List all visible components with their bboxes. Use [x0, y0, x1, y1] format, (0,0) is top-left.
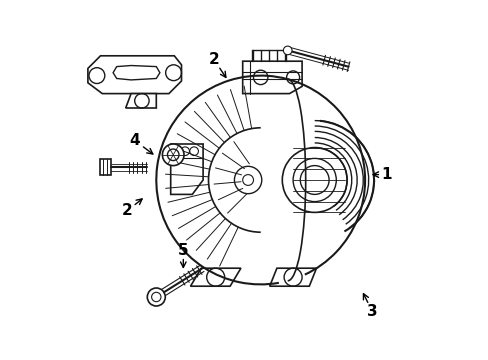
Text: 1: 1	[381, 167, 391, 182]
Polygon shape	[100, 159, 110, 175]
Text: 4: 4	[129, 133, 140, 148]
Text: 5: 5	[178, 243, 188, 258]
Polygon shape	[125, 94, 156, 108]
Circle shape	[149, 68, 371, 292]
Circle shape	[283, 46, 291, 55]
Polygon shape	[113, 66, 160, 80]
Text: 2: 2	[208, 52, 219, 67]
Text: 2: 2	[122, 203, 133, 218]
Circle shape	[147, 288, 165, 306]
Circle shape	[162, 144, 183, 166]
Text: 3: 3	[366, 304, 377, 319]
Polygon shape	[88, 56, 181, 94]
